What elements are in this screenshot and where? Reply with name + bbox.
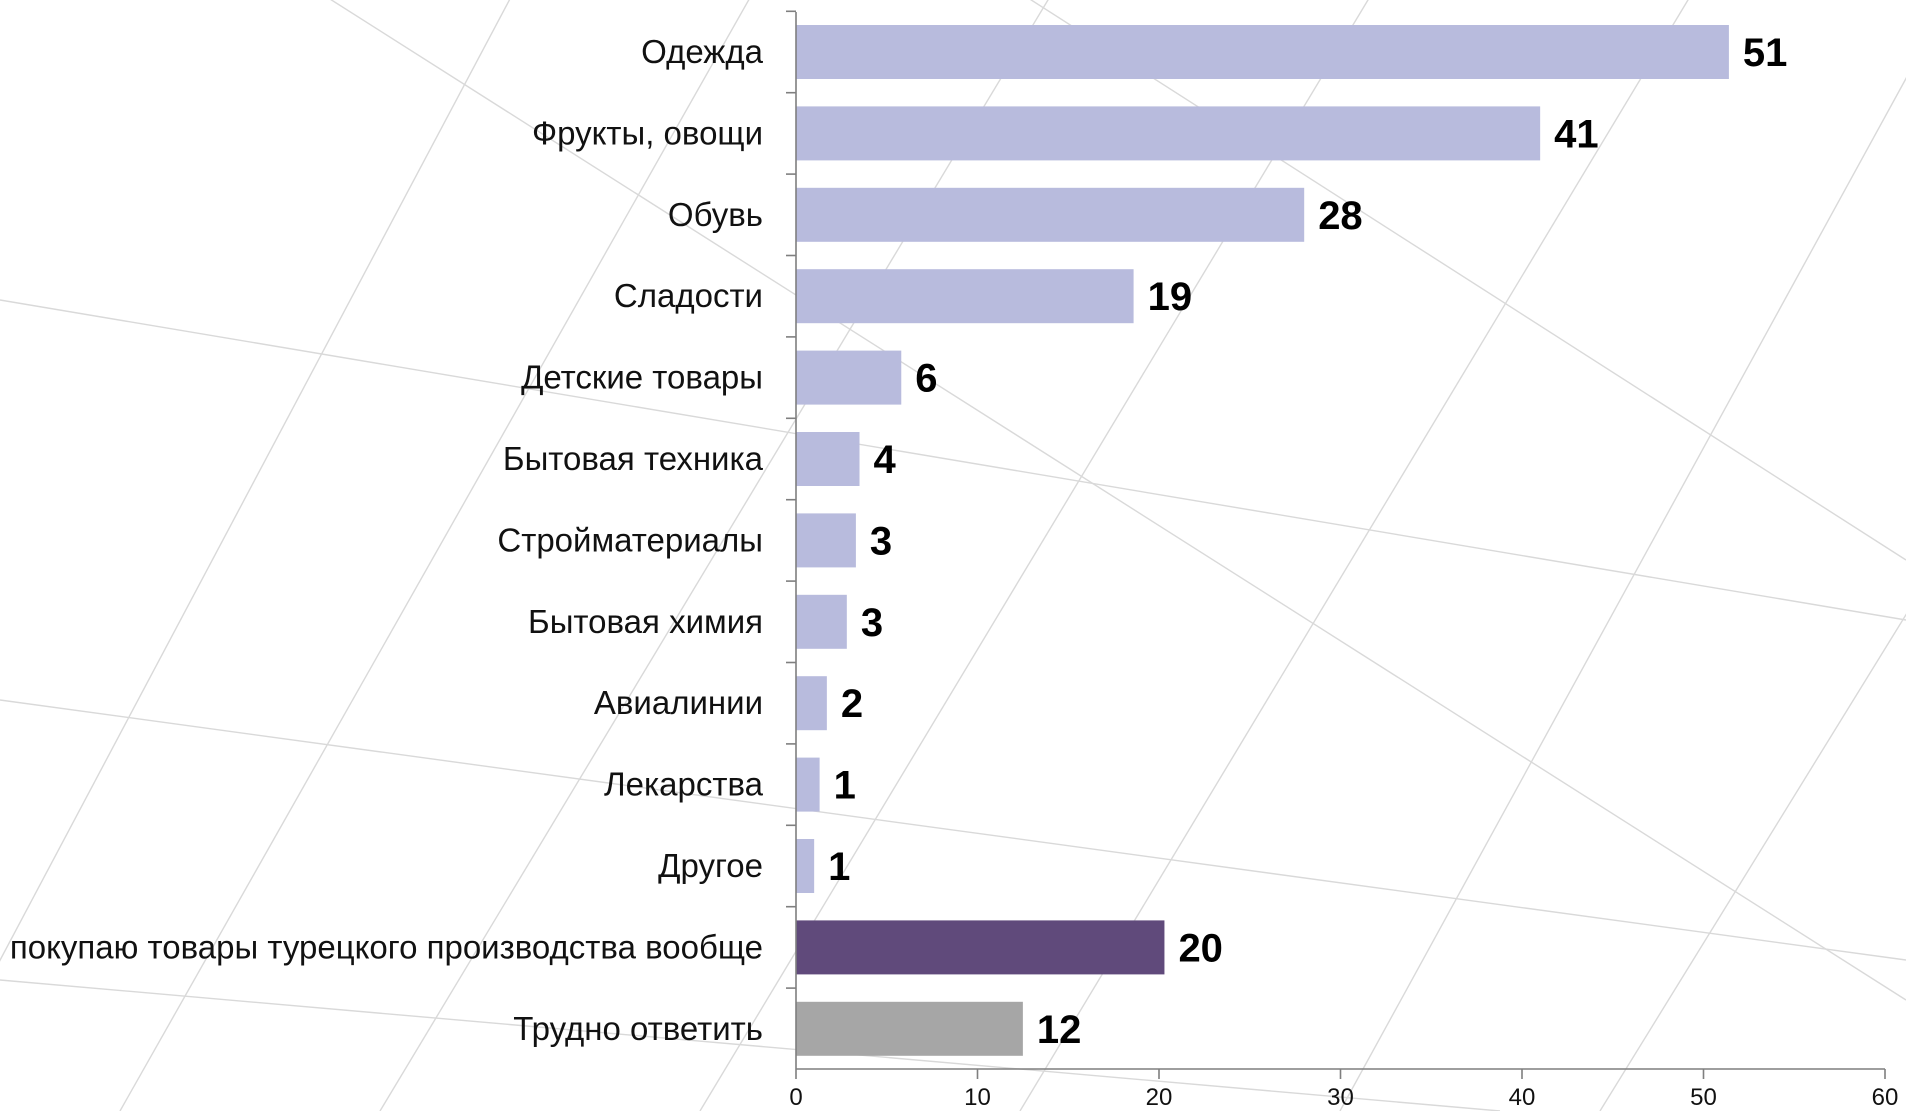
category-label: Стройматериалы	[497, 521, 763, 558]
x-tick-label: 10	[964, 1084, 991, 1111]
bar	[796, 594, 847, 649]
bar	[796, 513, 856, 568]
background-line	[330, 0, 1906, 1001]
category-label: Бытовая техника	[503, 440, 764, 477]
data-label: 1	[828, 845, 850, 889]
background-line	[0, 0, 511, 962]
category-label: Детские товары	[521, 359, 763, 396]
category-labels-group: Одежда Фрукты, овощи Обувь Сладости Детские …	[0, 33, 764, 1047]
bar	[796, 1001, 1023, 1056]
category-label: Лекарства	[604, 766, 764, 803]
x-tick-label: 50	[1690, 1084, 1717, 1111]
category-label: Фрукты, овощи	[532, 114, 763, 151]
bar	[796, 187, 1305, 242]
data-label: 3	[870, 519, 892, 563]
background-line	[119, 0, 750, 1111]
bar	[796, 676, 827, 731]
background-line	[0, 299, 1906, 621]
x-tick-label: 20	[1146, 1084, 1173, 1111]
category-label: Авиалинии	[594, 684, 763, 721]
data-label: 51	[1743, 31, 1788, 75]
bar	[796, 25, 1729, 79]
bar	[796, 106, 1541, 161]
bar	[796, 350, 902, 405]
category-label: Трудно ответить	[513, 1010, 763, 1047]
background-line	[379, 0, 1049, 1111]
bar	[796, 839, 815, 893]
category-label: Обувь	[668, 196, 763, 233]
background-line	[1339, 77, 1906, 1111]
category-label: Одежда	[641, 33, 764, 70]
background-line	[0, 699, 1906, 961]
data-label: 6	[915, 357, 937, 401]
data-label: 19	[1148, 275, 1193, 319]
bar	[796, 920, 1165, 975]
x-tick-label: 40	[1509, 1084, 1536, 1111]
bar	[796, 757, 820, 812]
bar	[796, 432, 860, 486]
data-label: 28	[1318, 194, 1363, 238]
bars-group	[796, 25, 1729, 1056]
bar	[796, 269, 1134, 324]
data-label: 12	[1037, 1008, 1082, 1052]
background-line	[1029, 0, 1906, 561]
x-tick-label: 0	[789, 1084, 802, 1111]
data-label: 4	[874, 438, 897, 482]
x-tick-label: 30	[1327, 1084, 1354, 1111]
data-label: 41	[1554, 112, 1599, 156]
x-tick-label: 60	[1872, 1084, 1899, 1111]
data-label: 2	[841, 682, 863, 726]
background-line	[0, 979, 1501, 1111]
data-label: 3	[861, 601, 883, 645]
background-line	[1599, 613, 1906, 1111]
category-label: Бытовая химия	[528, 603, 763, 640]
data-label: 1	[834, 764, 856, 808]
data-label: 20	[1178, 926, 1223, 970]
axes-group: 0 10 20 30 40 50 60	[786, 10, 1899, 1111]
category-label: Сладости	[614, 277, 763, 314]
category-label: Другое	[658, 847, 763, 884]
category-label: Не покупаю товары турецкого производства…	[0, 928, 763, 965]
